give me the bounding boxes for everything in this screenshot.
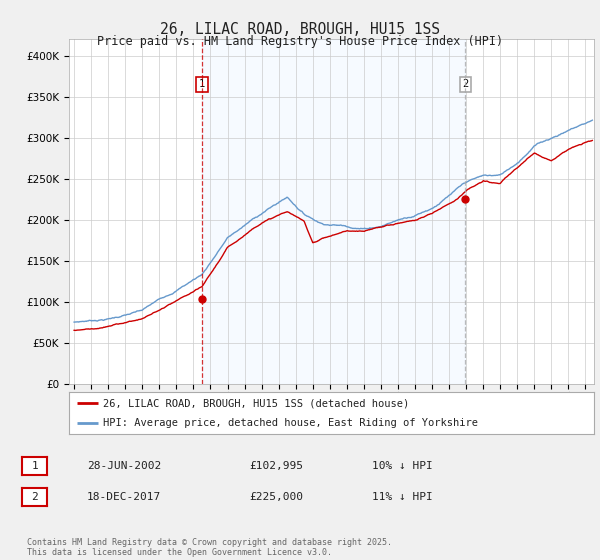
Text: 10% ↓ HPI: 10% ↓ HPI (372, 461, 433, 471)
Text: £225,000: £225,000 (249, 492, 303, 502)
Text: HPI: Average price, detached house, East Riding of Yorkshire: HPI: Average price, detached house, East… (103, 418, 478, 428)
Text: 11% ↓ HPI: 11% ↓ HPI (372, 492, 433, 502)
Text: 1: 1 (199, 80, 205, 89)
Text: 28-JUN-2002: 28-JUN-2002 (87, 461, 161, 471)
Text: Price paid vs. HM Land Registry's House Price Index (HPI): Price paid vs. HM Land Registry's House … (97, 35, 503, 48)
Text: £102,995: £102,995 (249, 461, 303, 471)
Bar (202, 39, 466, 384)
Text: 18-DEC-2017: 18-DEC-2017 (87, 492, 161, 502)
Text: Contains HM Land Registry data © Crown copyright and database right 2025.
This d: Contains HM Land Registry data © Crown c… (27, 538, 392, 557)
Text: 26, LILAC ROAD, BROUGH, HU15 1SS (detached house): 26, LILAC ROAD, BROUGH, HU15 1SS (detach… (103, 398, 409, 408)
Text: 2: 2 (463, 80, 469, 89)
Text: 2: 2 (31, 492, 38, 502)
Text: 26, LILAC ROAD, BROUGH, HU15 1SS: 26, LILAC ROAD, BROUGH, HU15 1SS (160, 22, 440, 38)
Text: 1: 1 (31, 461, 38, 471)
